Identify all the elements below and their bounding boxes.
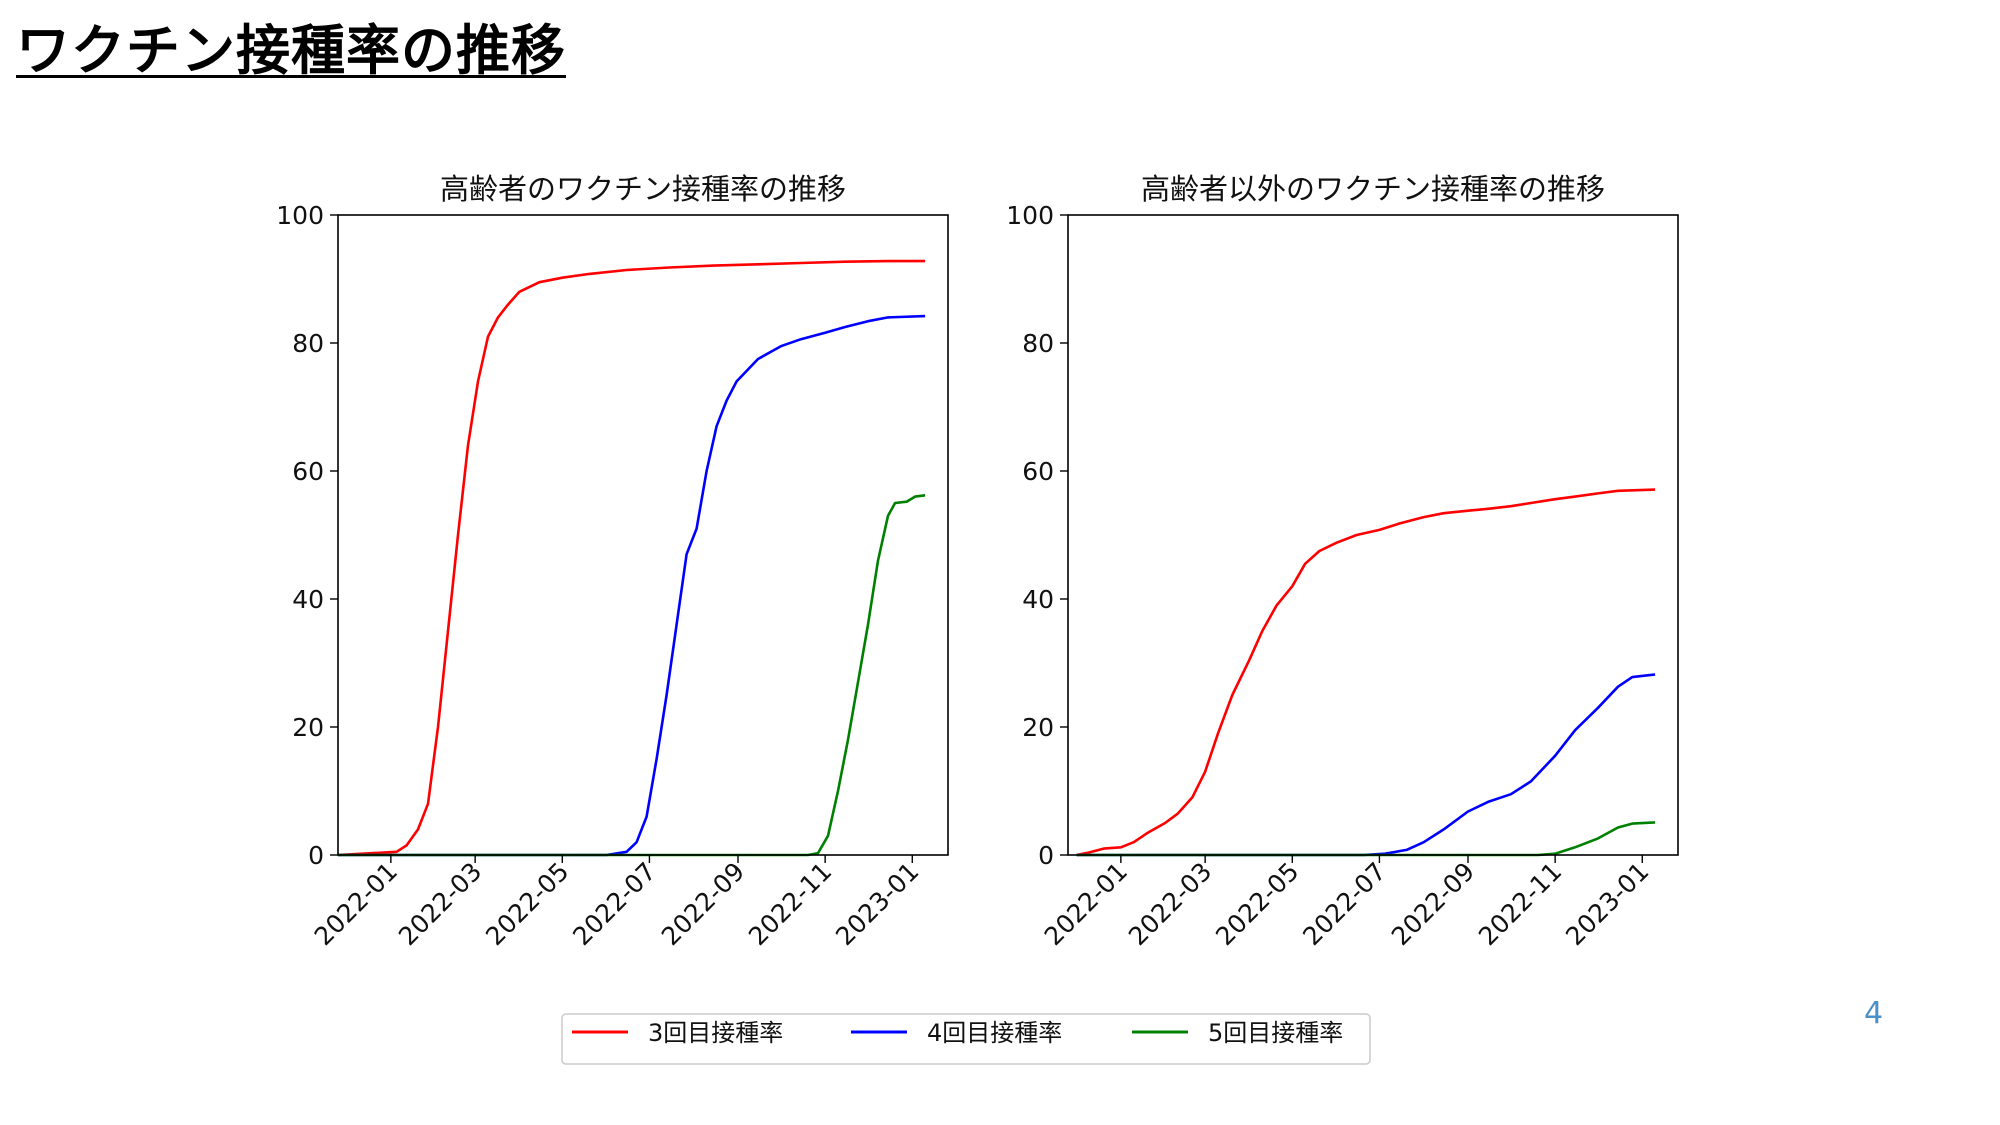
y-tick-label: 80 — [292, 329, 324, 358]
x-tick-label: 2022-11 — [1473, 857, 1567, 951]
legend-label-4-dose: 4回目接種率 — [927, 1019, 1062, 1047]
series-line-5-dose — [1076, 821, 1656, 857]
legend-label-5-dose: 5回目接種率 — [1208, 1019, 1343, 1047]
plot-frame — [337, 214, 949, 856]
y-tick-label: 60 — [292, 457, 324, 486]
y-tick-label: 0 — [1038, 841, 1054, 870]
plot-frame — [1067, 214, 1679, 856]
x-tick-label: 2022-03 — [393, 857, 487, 951]
chart-title: 高齢者のワクチン接種率の推移 — [440, 172, 846, 206]
legend-label-3-dose: 3回目接種率 — [648, 1019, 783, 1047]
x-tick-label: 2022-11 — [743, 857, 837, 951]
x-tick-label: 2022-03 — [1123, 857, 1217, 951]
y-tick-label: 80 — [1022, 329, 1054, 358]
y-tick-label: 100 — [276, 201, 324, 230]
y-tick-label: 40 — [292, 585, 324, 614]
page-number: 4 — [1864, 996, 1884, 1031]
x-tick-label: 2022-09 — [1386, 857, 1480, 951]
x-tick-label: 2022-07 — [567, 857, 661, 951]
x-tick-label: 2022-05 — [480, 857, 574, 951]
legend-box — [561, 1013, 1371, 1065]
x-tick-label: 2022-09 — [656, 857, 750, 951]
series-line-5-dose — [338, 494, 926, 857]
y-tick-label: 20 — [292, 713, 324, 742]
series-line-3-dose — [1076, 488, 1656, 857]
x-tick-label: 2022-01 — [1039, 857, 1133, 951]
chart-panel-2: 高齢者以外のワクチン接種率の推移0204060801002022-012022-… — [1006, 172, 1679, 951]
chart-panel-1: 高齢者のワクチン接種率の推移 0 20 40 60 80 100 2022-012022-03… — [276, 172, 949, 951]
chart-title: 高齢者以外のワクチン接種率の推移 — [1141, 172, 1605, 206]
y-tick-label: 40 — [1022, 585, 1054, 614]
series-line-4-dose — [1076, 673, 1656, 857]
series-line-3-dose — [337, 259, 926, 857]
x-tick-label: 2022-01 — [309, 857, 403, 951]
y-tick-label: 20 — [1022, 713, 1054, 742]
x-tick-label: 2023-01 — [830, 857, 924, 951]
legend: 3回目接種率 4回目接種率 5回目接種率 — [561, 1013, 1371, 1065]
y-tick-label: 100 — [1006, 201, 1054, 230]
series-line-4-dose — [338, 314, 926, 857]
x-tick-label: 2023-01 — [1560, 857, 1654, 951]
x-tick-label: 2022-07 — [1297, 857, 1391, 951]
slide-title: ワクチン接種率の推移 — [16, 19, 566, 82]
y-tick-label: 0 — [308, 841, 324, 870]
x-tick-label: 2022-05 — [1210, 857, 1304, 951]
y-tick-label: 60 — [1022, 457, 1054, 486]
